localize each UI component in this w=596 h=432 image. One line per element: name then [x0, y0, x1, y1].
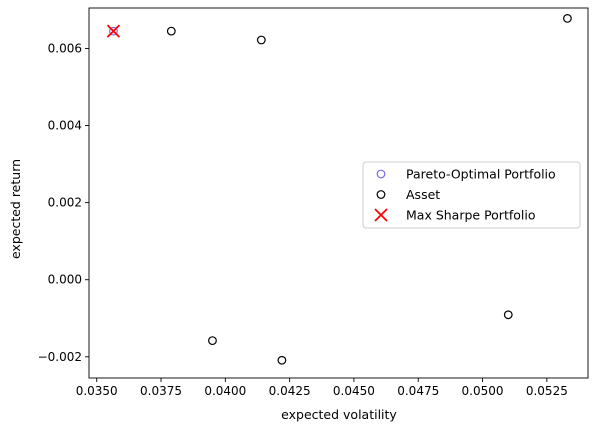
y-axis-label: expected return	[8, 159, 23, 259]
legend: Pareto-Optimal Portfolio Asset Max Sharpe …	[362, 161, 581, 229]
y-axis: −0.002 0.000 0.002 0.004 0.006	[38, 41, 89, 364]
legend-marker	[376, 190, 386, 199]
x-tick-label: 0.0350	[76, 384, 118, 398]
y-tick-label: 0.006	[48, 41, 82, 55]
legend-item: Max Sharpe Portfolio	[374, 208, 536, 223]
y-tick-label: 0.002	[48, 196, 82, 210]
legend-label: Pareto-Optimal Portfolio	[406, 167, 556, 182]
max-sharpe-marker	[106, 24, 121, 38]
x-tick-label: 0.0425	[269, 384, 311, 398]
legend-item: Asset	[376, 187, 440, 202]
x-tick-label: 0.0400	[204, 384, 246, 398]
y-tick-label: 0.000	[48, 273, 82, 287]
legend-item: Pareto-Optimal Portfolio	[376, 167, 556, 182]
asset-point	[256, 35, 266, 45]
marker-stroke	[106, 24, 121, 38]
legend-marker	[376, 169, 386, 179]
asset-point	[503, 310, 513, 320]
x-tick-label: 0.0375	[140, 384, 182, 398]
y-tick-label: 0.004	[48, 119, 82, 133]
asset-point	[166, 26, 176, 36]
asset-point	[277, 355, 287, 365]
plot-frame	[88, 7, 589, 379]
x-tick-label: 0.0525	[526, 384, 568, 398]
asset-point	[208, 336, 217, 346]
legend-label: Asset	[406, 187, 440, 202]
pareto-portfolio-point	[109, 26, 118, 36]
legend-marker-stroke	[374, 208, 388, 222]
x-axis-label: expected volatility	[281, 407, 397, 422]
plot-area	[88, 7, 589, 379]
x-tick-label: 0.0500	[462, 384, 504, 398]
legend-box	[362, 161, 581, 229]
x-tick-label: 0.0450	[333, 384, 375, 398]
x-axis: 0.0350 0.0375 0.0400 0.0425 0.0450 0.0475 0.05…	[76, 378, 568, 398]
y-tick-label: −0.002	[38, 350, 82, 364]
legend-label: Max Sharpe Portfolio	[406, 208, 536, 223]
asset-point	[563, 14, 572, 23]
x-tick-label: 0.0475	[397, 384, 439, 398]
